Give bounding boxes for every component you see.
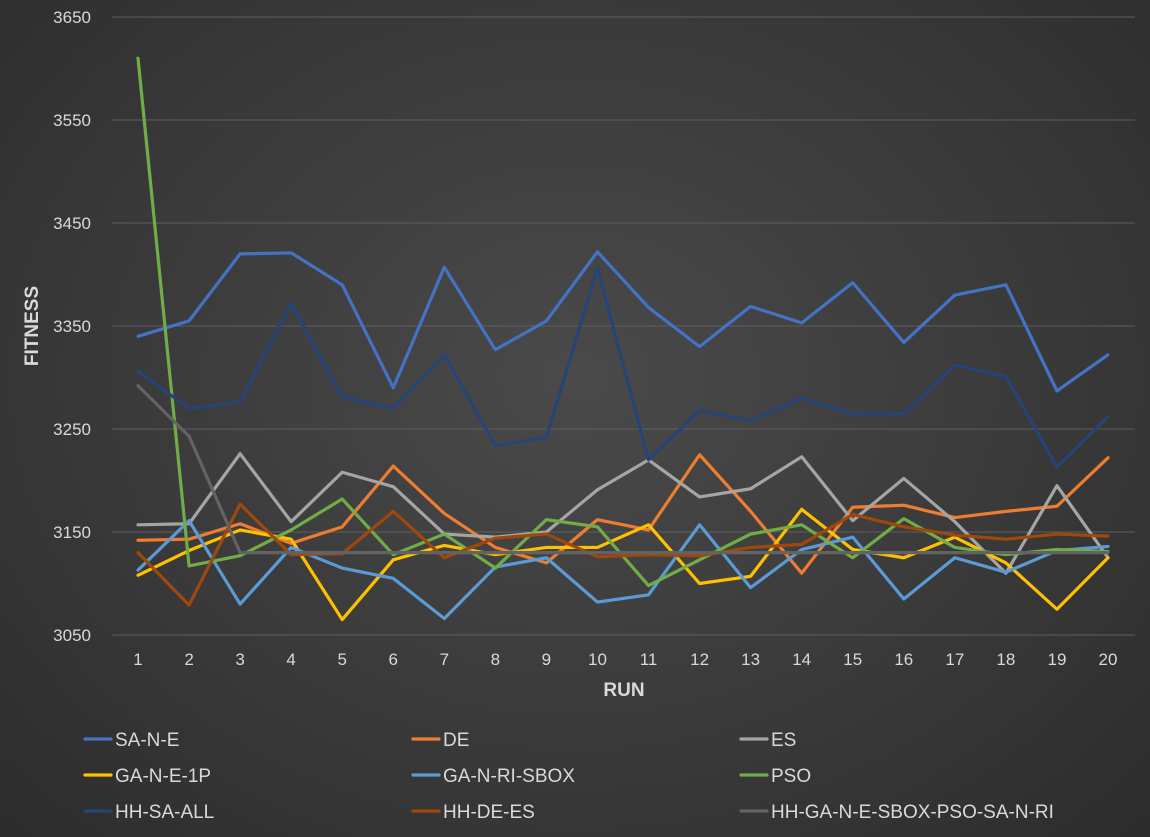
x-tick-label: 6 (389, 650, 398, 669)
x-axis-title: RUN (603, 680, 644, 701)
legend-item: DE (411, 730, 469, 751)
legend-label: HH-DE-ES (443, 802, 535, 823)
x-tick-label: 11 (640, 650, 658, 669)
y-tick-label: 3550 (53, 111, 91, 130)
y-axis-ticks: 3050 3150 3250 3350 3450 3550 3650 (53, 8, 91, 645)
x-tick-label: 12 (690, 650, 709, 669)
legend-item: GA-N-E-1P (83, 766, 211, 787)
y-axis-title: FITNESS (22, 286, 43, 366)
x-tick-label: 2 (184, 650, 193, 669)
legend-label: HH-GA-N-E-SBOX-PSO-SA-N-RI (771, 802, 1054, 823)
legend-item: HH-SA-ALL (83, 802, 214, 823)
x-tick-label: 4 (286, 650, 295, 669)
x-tick-label: 8 (491, 650, 500, 669)
y-tick-label: 3350 (53, 317, 91, 336)
x-tick-label: 16 (894, 650, 913, 669)
x-tick-label: 1 (133, 650, 142, 669)
series-line-hh-de-es (136, 502, 1110, 607)
legend: SA-N-E DE ES GA-N-E-1P GA-N-RI-SBOX PSO HH-SA-… (83, 730, 1054, 823)
y-tick-label: 3450 (53, 214, 91, 233)
y-tick-label: 3650 (53, 8, 91, 27)
x-tick-label: 20 (1099, 650, 1118, 669)
legend-label: PSO (771, 766, 811, 787)
x-tick-label: 7 (440, 650, 449, 669)
gridlines (112, 16, 1135, 636)
y-tick-label: 3250 (53, 420, 91, 439)
legend-item: ES (739, 730, 796, 751)
legend-label: HH-SA-ALL (115, 802, 214, 823)
x-tick-label: 9 (542, 650, 551, 669)
legend-label: GA-N-E-1P (115, 766, 211, 787)
series-line-sa-n-e (136, 250, 1110, 393)
x-tick-label: 5 (337, 650, 346, 669)
series-line-pso (136, 56, 1110, 588)
legend-item: HH-DE-ES (411, 802, 535, 823)
series-lines (136, 56, 1110, 622)
x-tick-label: 10 (588, 650, 607, 669)
x-tick-label: 14 (792, 650, 811, 669)
x-axis-ticks: 1 2 3 4 5 6 7 8 9 10 11 12 13 14 15 16 17 18 19 20 (133, 650, 1117, 669)
x-tick-label: 15 (843, 650, 862, 669)
y-tick-label: 3150 (53, 523, 91, 542)
legend-item: SA-N-E (83, 730, 179, 751)
legend-item: GA-N-RI-SBOX (411, 766, 575, 787)
legend-label: DE (443, 730, 469, 751)
legend-label: GA-N-RI-SBOX (443, 766, 575, 787)
legend-label: SA-N-E (115, 730, 179, 751)
legend-item: HH-GA-N-E-SBOX-PSO-SA-N-RI (739, 802, 1054, 823)
series-line-ga-n-ri-sbox (136, 519, 1110, 621)
x-tick-label: 17 (945, 650, 964, 669)
legend-label: ES (771, 730, 796, 751)
x-tick-label: 18 (996, 650, 1015, 669)
x-tick-label: 19 (1047, 650, 1066, 669)
series-line-es (136, 452, 1110, 575)
x-tick-label: 3 (235, 650, 244, 669)
series-line-hh-sa-all (136, 266, 1110, 469)
x-tick-label: 13 (741, 650, 760, 669)
series-line-hh-ga-n-e-sbox-pso-sa-n-ri (136, 384, 1110, 555)
legend-item: PSO (739, 766, 811, 787)
y-tick-label: 3050 (53, 626, 91, 645)
